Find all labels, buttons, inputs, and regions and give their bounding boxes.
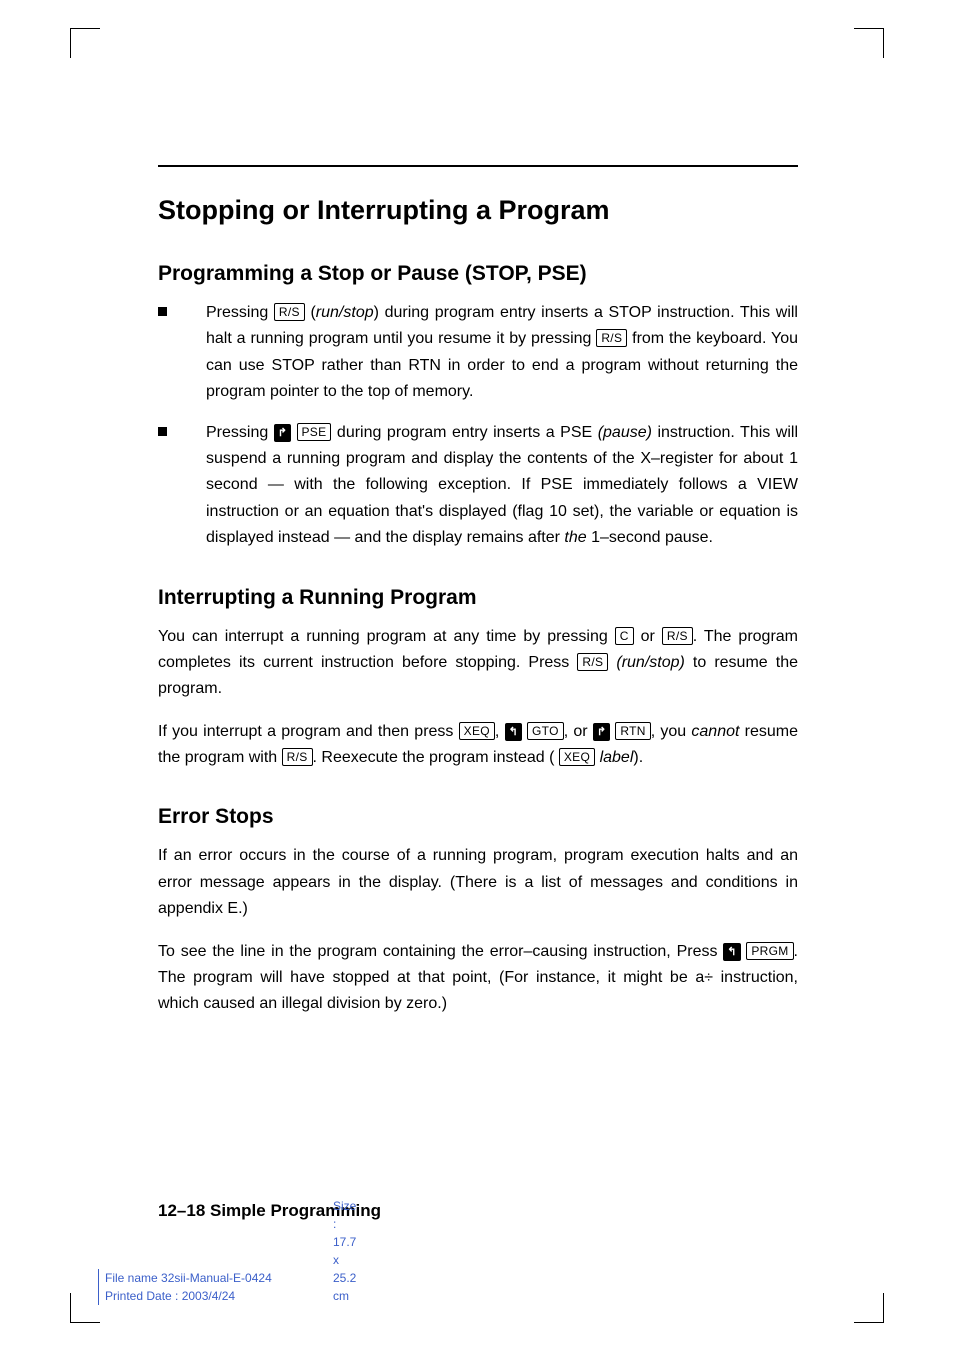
h1-title: Stopping or Interrupting a Program	[158, 195, 798, 226]
italic-text: (run/stop)	[616, 654, 684, 671]
bullet-item: Pressing R/S (run/stop) during program e…	[158, 300, 798, 406]
text: , you	[651, 723, 692, 740]
bullet-square-icon	[158, 427, 167, 436]
text: Pressing	[206, 304, 274, 321]
key-pse: PSE	[297, 423, 332, 441]
meta-border: File name 32sii-Manual-E-0424 Printed Da…	[98, 1269, 272, 1305]
key-gto: GTO	[527, 722, 564, 740]
text: during program entry inserts a PSE	[331, 424, 597, 441]
shift-left-icon: ↰	[505, 723, 522, 741]
bullet-item: Pressing ↱ PSE during program entry inse…	[158, 420, 798, 552]
key-rs: R/S	[274, 303, 305, 321]
shift-right-icon: ↱	[274, 424, 291, 442]
text: ,	[495, 723, 505, 740]
key-rs: R/S	[662, 627, 693, 645]
crop-mark	[854, 1293, 884, 1323]
text: (	[305, 304, 316, 321]
page-content: Stopping or Interrupting a Program Progr…	[158, 165, 798, 1034]
h2-interrupting: Interrupting a Running Program	[158, 586, 798, 610]
text: If you interrupt a program and then pres…	[158, 723, 459, 740]
bullet-list: Pressing R/S (run/stop) during program e…	[158, 300, 798, 552]
paragraph: To see the line in the program containin…	[158, 939, 798, 1018]
text: , or	[564, 723, 593, 740]
meta-block: File name 32sii-Manual-E-0424 Printed Da…	[98, 1269, 272, 1305]
text: instruction. This will suspend a running…	[206, 424, 798, 547]
key-rs: R/S	[282, 748, 313, 766]
meta-date: Printed Date : 2003/4/24	[105, 1287, 272, 1305]
text: 1–second pause.	[587, 529, 713, 546]
key-xeq: XEQ	[559, 748, 595, 766]
text: ).	[633, 749, 643, 766]
text: To see the line in the program containin…	[158, 943, 723, 960]
crop-mark	[70, 28, 100, 58]
text: You can interrupt a running program at a…	[158, 628, 615, 645]
top-rule	[158, 165, 798, 167]
text: or	[634, 628, 662, 645]
meta-file: File name 32sii-Manual-E-0424	[105, 1269, 272, 1287]
text: Pressing	[206, 424, 274, 441]
h2-error-stops: Error Stops	[158, 805, 798, 829]
meta-size: Size : 17.7 x 25.2 cm	[333, 1197, 356, 1305]
text: . Reexecute the program instead (	[313, 749, 559, 766]
crop-mark	[854, 28, 884, 58]
paragraph: If you interrupt a program and then pres…	[158, 719, 798, 772]
h2-stop-pause: Programming a Stop or Pause (STOP, PSE)	[158, 262, 798, 286]
italic-text: run/stop	[316, 304, 374, 321]
bullet-square-icon	[158, 307, 167, 316]
key-xeq: XEQ	[459, 722, 495, 740]
key-prgm: PRGM	[746, 942, 793, 960]
key-rs: R/S	[596, 329, 627, 347]
shift-left-icon: ↰	[723, 943, 740, 961]
key-c: C	[615, 627, 634, 645]
paragraph: If an error occurs in the course of a ru…	[158, 843, 798, 922]
crop-mark	[70, 1293, 100, 1323]
italic-text: cannot	[691, 723, 739, 740]
key-rs: R/S	[577, 653, 608, 671]
key-rtn: RTN	[615, 722, 650, 740]
paragraph: You can interrupt a running program at a…	[158, 624, 798, 703]
italic-text: (pause)	[598, 424, 652, 441]
italic-text: the	[564, 529, 586, 546]
italic-text: label	[600, 749, 634, 766]
shift-right-icon: ↱	[593, 723, 610, 741]
